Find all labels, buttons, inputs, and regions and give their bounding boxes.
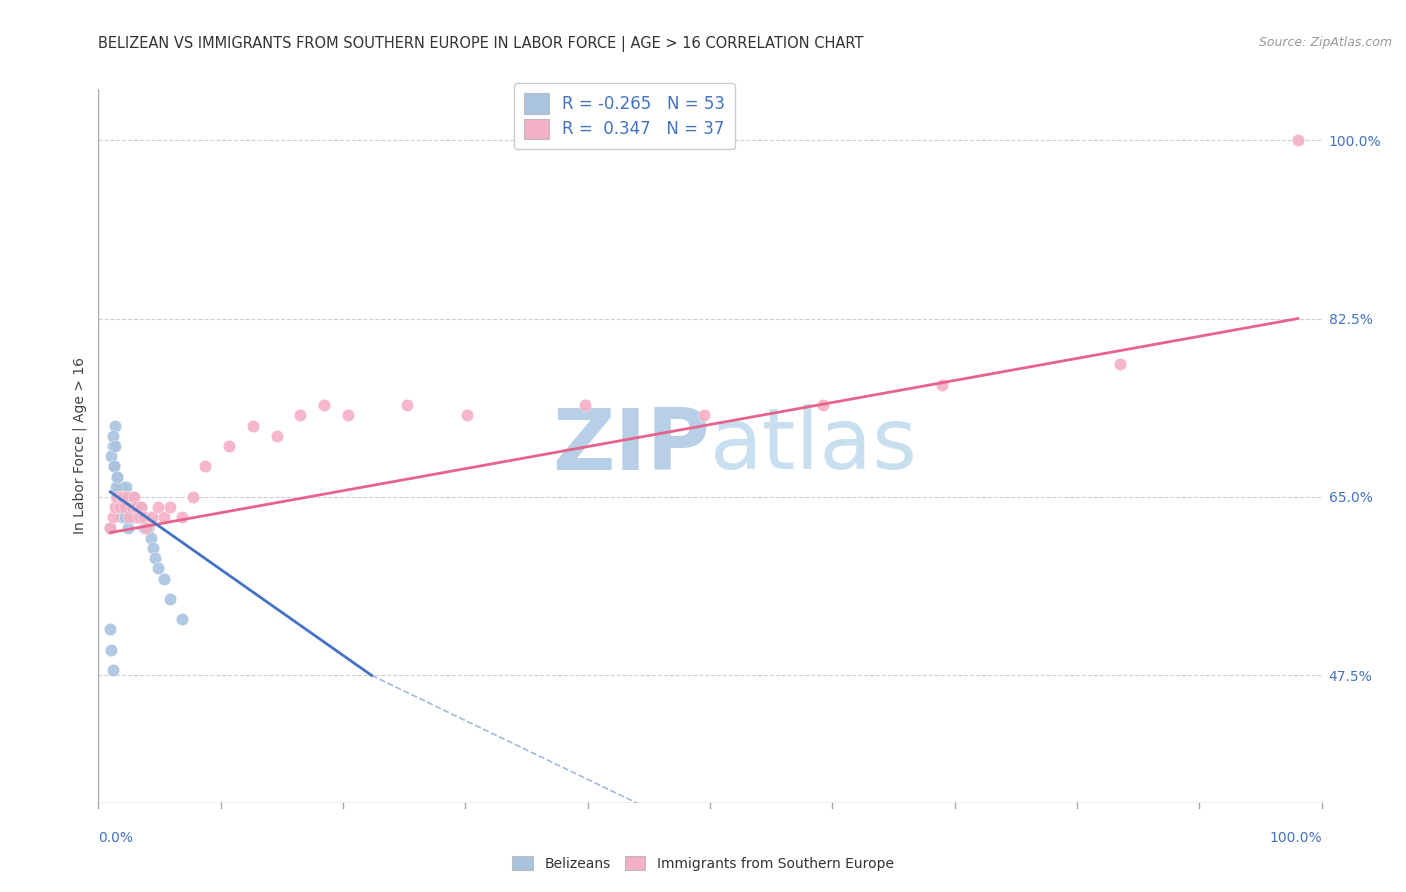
Point [146, 561, 169, 575]
Point [114, 510, 136, 524]
Point [104, 500, 127, 515]
Point [121, 500, 143, 515]
Point [218, 439, 240, 453]
Point [118, 500, 141, 515]
Point [115, 500, 138, 515]
Point [100, 449, 122, 463]
Point [121, 510, 143, 524]
Point [115, 490, 138, 504]
Point [111, 510, 134, 524]
Text: atlas: atlas [710, 404, 918, 488]
Point [101, 510, 124, 524]
Legend: Belizeans, Immigrants from Southern Europe: Belizeans, Immigrants from Southern Euro… [508, 850, 898, 876]
Point [456, 409, 478, 423]
Point [574, 398, 596, 412]
Point [142, 541, 165, 555]
Point [170, 612, 193, 626]
Point [141, 510, 163, 524]
Point [396, 398, 419, 412]
Point [101, 663, 124, 677]
Point [159, 500, 181, 515]
Point [136, 520, 159, 534]
Point [135, 520, 157, 534]
Point [101, 439, 124, 453]
Point [132, 510, 155, 524]
Point [104, 439, 127, 453]
Point [811, 398, 834, 412]
Point [112, 500, 135, 515]
Point [111, 480, 134, 494]
Point [1286, 133, 1309, 147]
Point [118, 510, 141, 524]
Point [103, 459, 125, 474]
Point [107, 490, 129, 504]
Point [108, 500, 131, 515]
Point [108, 500, 131, 515]
Text: 100.0%: 100.0% [1270, 831, 1322, 846]
Legend: R = -0.265   N = 53, R =  0.347   N = 37: R = -0.265 N = 53, R = 0.347 N = 37 [513, 83, 735, 149]
Point [100, 643, 122, 657]
Point [128, 510, 150, 524]
Point [105, 490, 128, 504]
Point [114, 500, 136, 515]
Point [107, 480, 129, 494]
Point [129, 500, 152, 515]
Point [170, 510, 193, 524]
Point [98, 520, 121, 534]
Point [290, 409, 312, 423]
Point [242, 418, 264, 433]
Point [135, 520, 157, 534]
Point [117, 520, 139, 534]
Point [145, 551, 167, 566]
Point [101, 429, 124, 443]
Point [114, 490, 136, 504]
Point [107, 469, 129, 483]
Point [336, 409, 359, 423]
Point [132, 520, 155, 534]
Text: 0.0%: 0.0% [98, 831, 134, 846]
Point [107, 490, 129, 504]
Point [111, 490, 134, 504]
Text: BELIZEAN VS IMMIGRANTS FROM SOUTHERN EUROPE IN LABOR FORCE | AGE > 16 CORRELATIO: BELIZEAN VS IMMIGRANTS FROM SOUTHERN EUR… [98, 36, 863, 52]
Point [125, 500, 148, 515]
Point [108, 490, 131, 504]
Point [931, 377, 953, 392]
Point [152, 572, 174, 586]
Point [159, 591, 181, 606]
Point [111, 500, 134, 515]
Point [146, 500, 169, 515]
Point [103, 459, 125, 474]
Text: ZIP: ZIP [553, 404, 710, 488]
Point [125, 500, 148, 515]
Point [104, 418, 127, 433]
Point [129, 510, 152, 524]
Point [139, 531, 162, 545]
Text: Source: ZipAtlas.com: Source: ZipAtlas.com [1258, 36, 1392, 49]
Point [124, 510, 146, 524]
Point [183, 490, 205, 504]
Point [114, 480, 136, 494]
Point [1108, 358, 1130, 372]
Point [127, 510, 149, 524]
Point [122, 500, 145, 515]
Point [98, 623, 121, 637]
Point [105, 480, 128, 494]
Point [107, 469, 129, 483]
Point [128, 500, 150, 515]
Point [121, 490, 143, 504]
Point [129, 500, 152, 515]
Point [120, 510, 142, 524]
Point [110, 500, 132, 515]
Point [122, 490, 145, 504]
Point [117, 490, 139, 504]
Point [98, 520, 121, 534]
Point [266, 429, 288, 443]
Point [312, 398, 335, 412]
Point [152, 510, 174, 524]
Point [131, 510, 153, 524]
Y-axis label: In Labor Force | Age > 16: In Labor Force | Age > 16 [73, 358, 87, 534]
Point [693, 409, 716, 423]
Point [110, 490, 132, 504]
Point [194, 459, 217, 474]
